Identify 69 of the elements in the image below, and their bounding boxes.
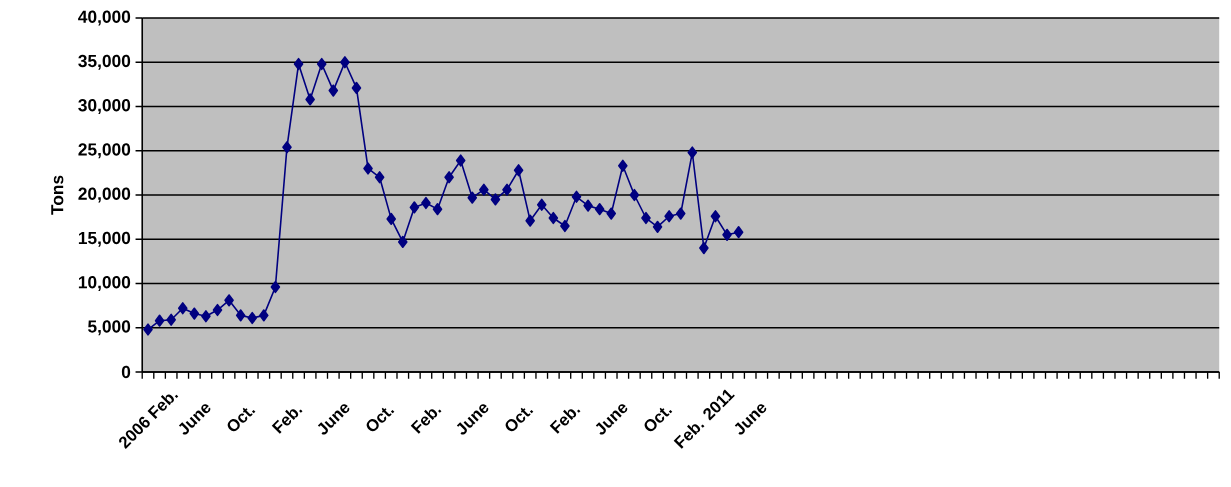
point	[675, 207, 686, 220]
x-tick-label: Oct.	[366, 407, 395, 432]
y-tick-label: 5,000	[88, 320, 131, 336]
point	[235, 309, 246, 322]
point	[421, 196, 431, 210]
point	[733, 226, 744, 239]
point	[594, 203, 605, 216]
point	[618, 159, 628, 172]
y-tick-label: 35,000	[78, 54, 131, 70]
point	[664, 210, 674, 223]
point	[363, 162, 373, 175]
point	[583, 199, 593, 212]
point	[177, 302, 188, 315]
point	[560, 219, 570, 233]
point	[154, 314, 165, 327]
point	[467, 191, 478, 204]
point	[270, 280, 281, 294]
point	[479, 183, 489, 196]
point	[212, 303, 223, 317]
x-tick-label: Feb.	[271, 409, 303, 434]
point	[201, 310, 211, 323]
x-tick-label: Feb.	[410, 409, 442, 434]
point	[444, 171, 454, 184]
point	[502, 183, 512, 196]
point	[710, 210, 721, 223]
point	[571, 190, 582, 203]
x-tick-label: Feb.	[549, 409, 581, 434]
point	[525, 214, 535, 227]
y-tick-label: 20,000	[78, 187, 131, 203]
y-tick-label: 0	[121, 365, 131, 379]
point	[455, 154, 466, 167]
point	[409, 201, 420, 214]
point	[282, 141, 292, 154]
y-tick-label: 40,000	[78, 10, 131, 26]
point	[305, 93, 315, 106]
point	[351, 81, 362, 95]
point	[386, 212, 396, 226]
y-axis-title: Tons	[51, 175, 64, 215]
point	[548, 211, 559, 225]
point	[606, 207, 617, 220]
point	[490, 193, 501, 206]
point	[641, 211, 651, 225]
point	[513, 164, 524, 177]
point	[189, 307, 200, 320]
point	[224, 294, 234, 307]
point	[340, 56, 350, 69]
point	[699, 241, 709, 255]
y-tick-label: 10,000	[78, 276, 131, 291]
point	[247, 311, 258, 325]
x-tick-label: Oct.	[505, 407, 534, 432]
point	[687, 146, 698, 159]
point	[328, 84, 339, 97]
point	[259, 309, 269, 322]
point	[374, 171, 385, 184]
point	[536, 198, 547, 211]
x-tick-label: Oct.	[227, 407, 256, 432]
point	[166, 313, 176, 326]
x-tick-label: Oct.	[644, 407, 673, 432]
point	[722, 228, 732, 241]
point	[143, 323, 153, 336]
y-tick-label: 30,000	[78, 99, 131, 114]
point	[293, 57, 304, 71]
y-tick-label: 25,000	[78, 143, 131, 159]
point	[432, 203, 443, 216]
point	[316, 57, 327, 71]
point	[629, 188, 640, 202]
point	[397, 235, 408, 249]
point	[652, 220, 663, 233]
y-tick-label: 15,000	[78, 231, 131, 247]
